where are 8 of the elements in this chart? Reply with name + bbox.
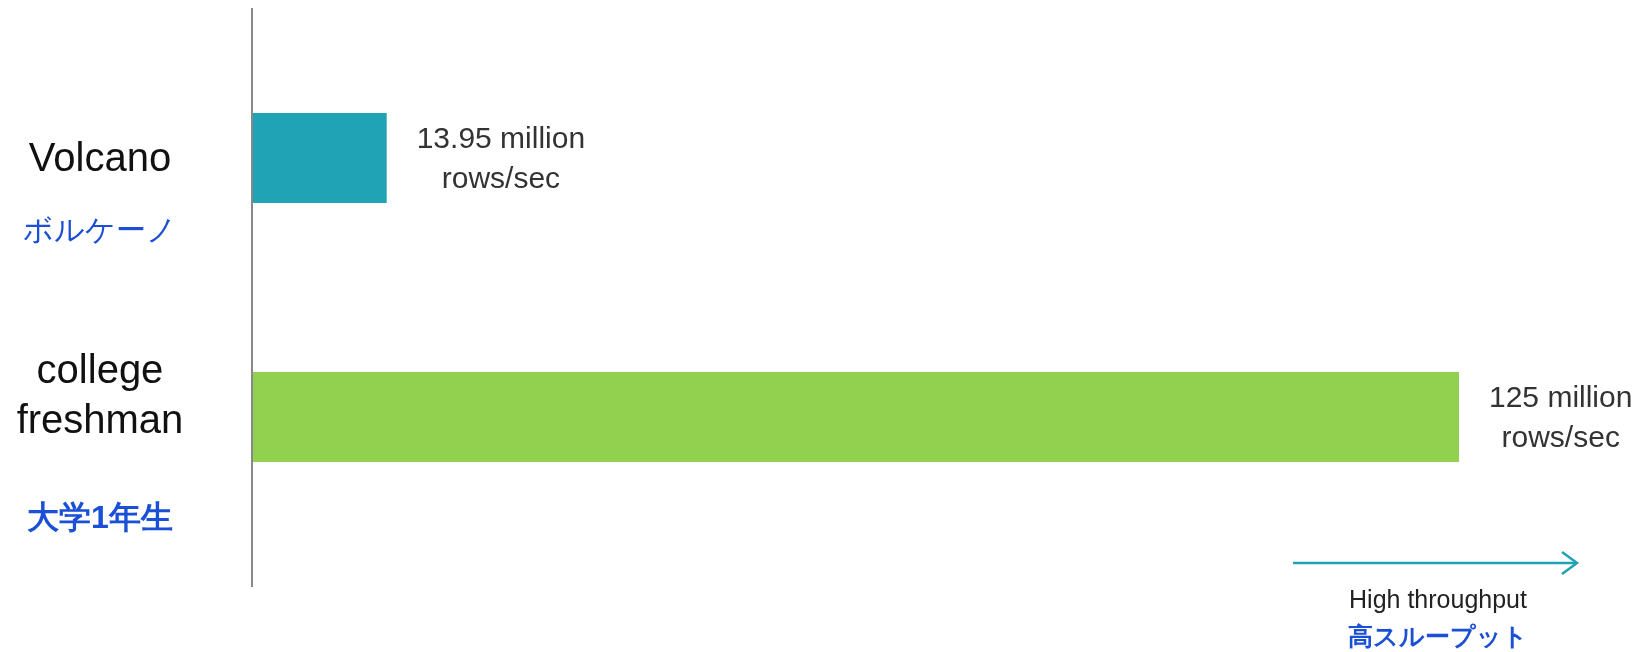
text: 大学1年生 — [27, 499, 173, 535]
data-label: 125 million rows/sec — [1489, 380, 1633, 453]
y-tick-label: Volcano — [28, 135, 172, 179]
annotation: High throughput — [1349, 585, 1528, 613]
text: 高スループット — [1348, 622, 1528, 650]
text: ボルケーノ — [23, 213, 177, 246]
data-label: 13.95 million rows/sec — [416, 121, 586, 194]
y-tick-label: college freshman — [16, 346, 184, 441]
